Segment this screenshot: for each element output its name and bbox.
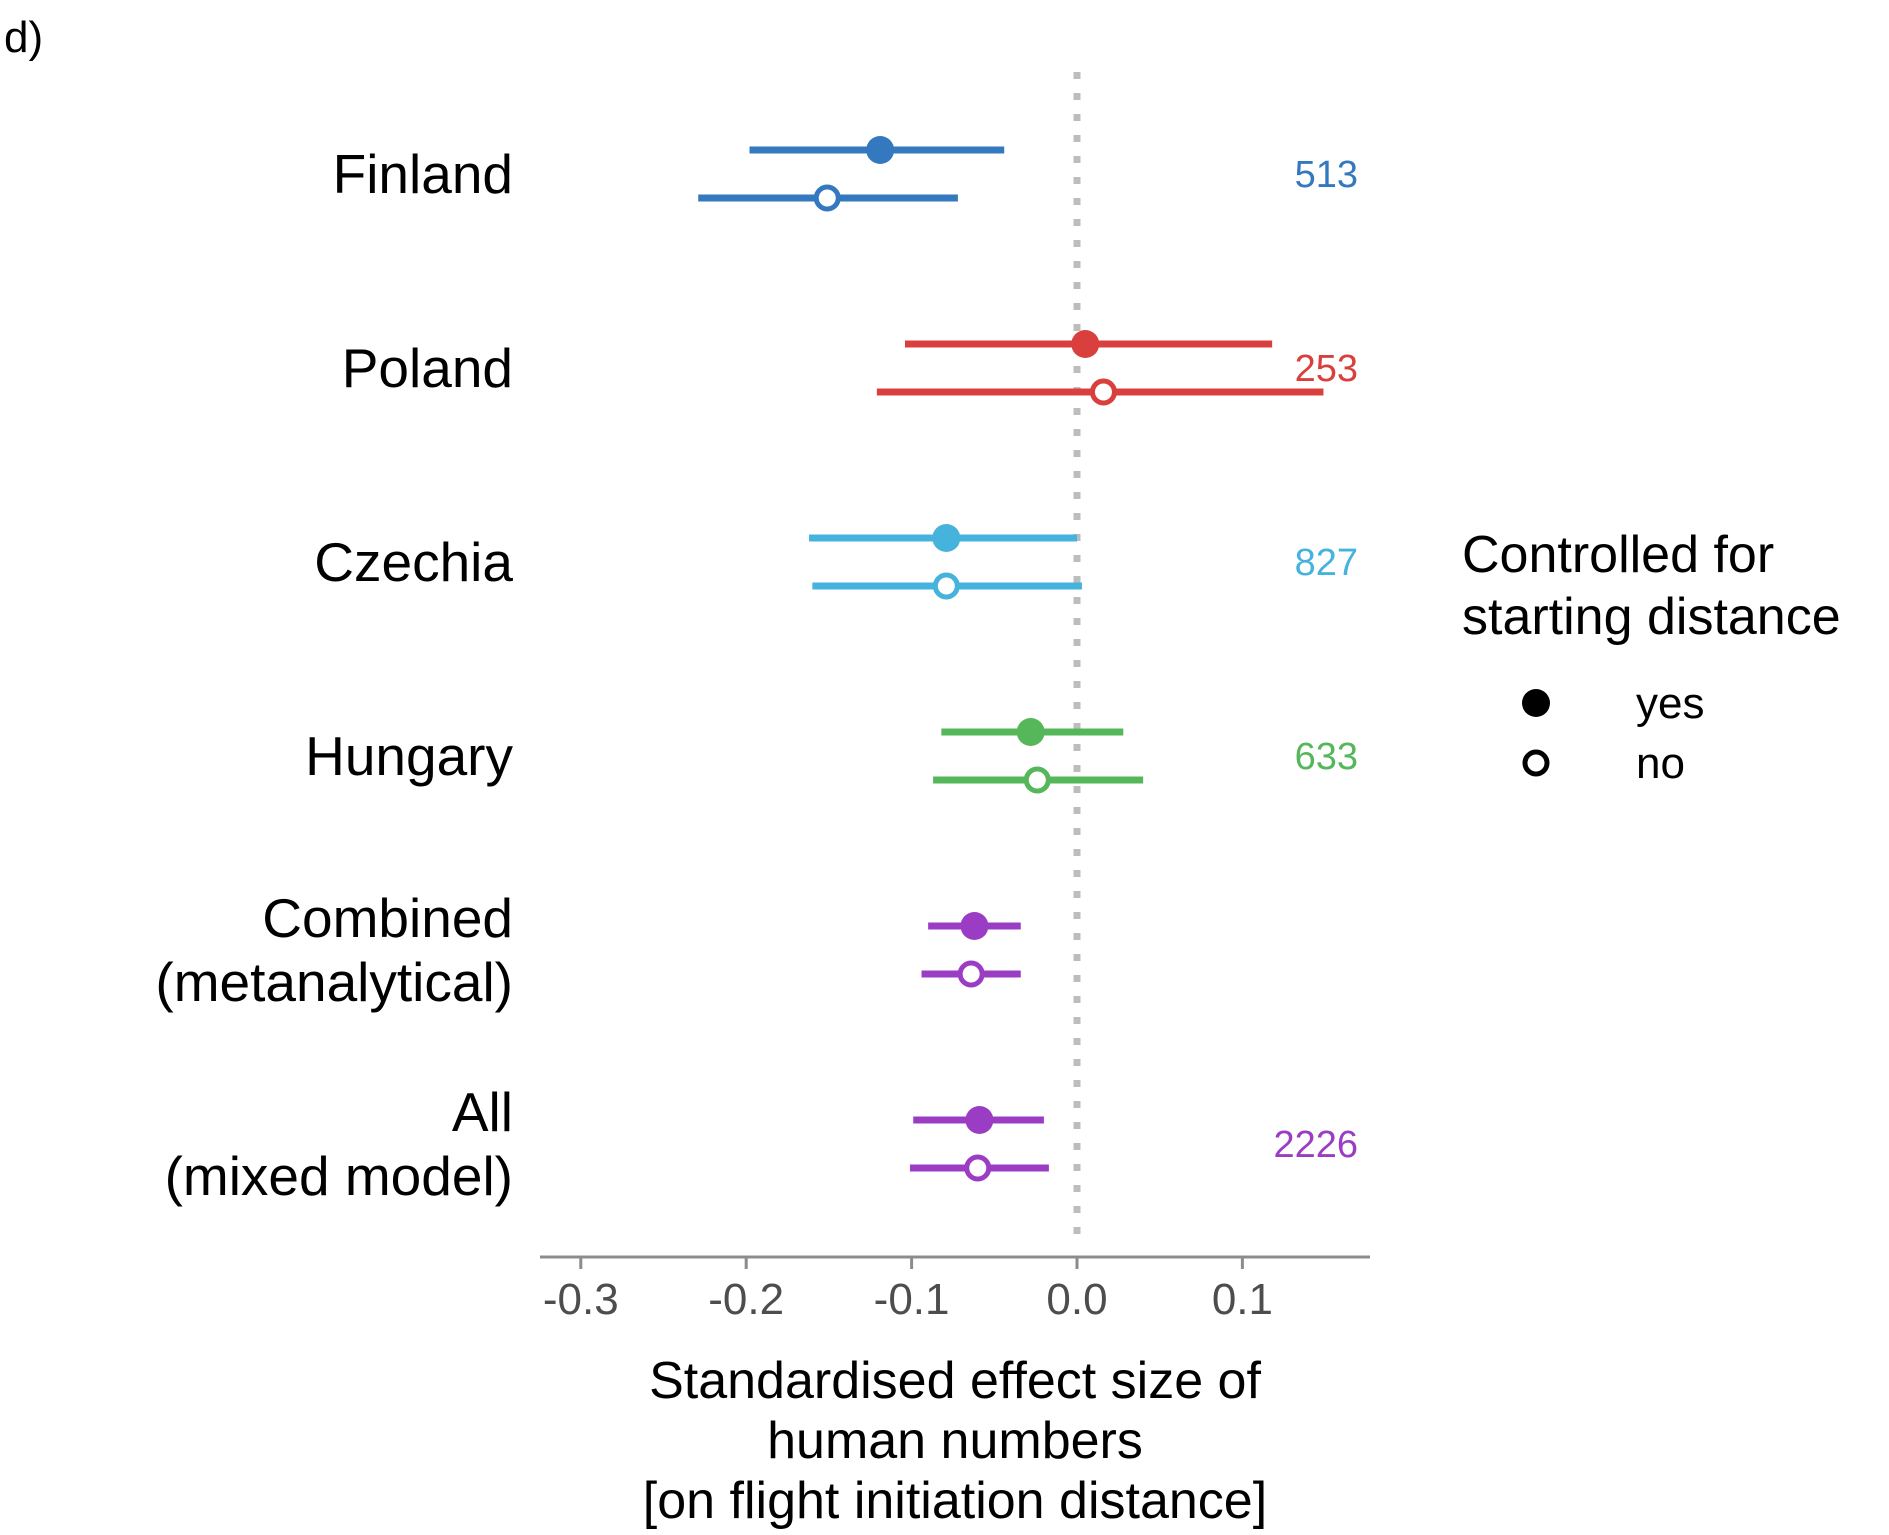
x-axis-title: Standardised effect size of [649, 1352, 1261, 1410]
point-estimate-no [964, 1154, 992, 1182]
legend-title: Controlled for [1462, 526, 1774, 584]
row-finland: Finland 513 [333, 136, 1358, 212]
row-combined: Combined(metanalytical) [155, 887, 1021, 1013]
x-tick-label: -0.2 [708, 1275, 784, 1324]
x-tick-label: 0.0 [1046, 1275, 1107, 1324]
point-estimate-no [932, 572, 960, 600]
sample-size-label: 827 [1295, 542, 1358, 584]
x-tick-label: -0.1 [874, 1275, 950, 1324]
point-estimate-yes [1016, 718, 1045, 746]
category-label: Hungary [305, 725, 513, 787]
sample-size-label: 633 [1295, 736, 1358, 778]
point-estimate-yes [866, 136, 895, 164]
plot-area: Finland 513 Poland 253 Czechia 827 Hungary 633 C… [155, 72, 1358, 1245]
category-label: Czechia [314, 531, 513, 593]
panel-label: d) [4, 13, 43, 62]
row-czechia: Czechia 827 [314, 524, 1358, 600]
x-tick-label: 0.1 [1212, 1275, 1273, 1324]
x-tick-label: -0.3 [543, 1275, 619, 1324]
x-axis-title: human numbers [767, 1412, 1143, 1470]
point-estimate-no [1089, 378, 1117, 406]
sample-size-label: 513 [1295, 154, 1358, 196]
category-label: Finland [333, 143, 513, 205]
category-label: (metanalytical) [155, 951, 513, 1013]
legend-label: yes [1636, 679, 1704, 728]
category-label: All [452, 1081, 513, 1143]
sample-size-label: 253 [1295, 348, 1358, 390]
legend-key-open [1522, 749, 1550, 777]
row-all: All(mixed model) 2226 [165, 1081, 1358, 1207]
row-poland: Poland 253 [342, 330, 1358, 406]
legend-key-filled [1522, 689, 1550, 717]
point-estimate-no [957, 960, 985, 988]
sample-size-label: 2226 [1273, 1124, 1358, 1166]
point-estimate-yes [932, 524, 961, 552]
legend-title: starting distance [1462, 588, 1841, 646]
category-label: Combined [262, 887, 513, 949]
point-estimate-yes [960, 912, 989, 940]
category-label: Poland [342, 337, 513, 399]
row-hungary: Hungary 633 [305, 718, 1358, 794]
point-estimate-no [1023, 766, 1051, 794]
x-axis: -0.3 -0.2 -0.1 0.0 0.1 Standardised effect si… [540, 1255, 1370, 1530]
point-estimate-yes [1071, 330, 1100, 358]
category-label: (mixed model) [165, 1145, 513, 1207]
point-estimate-yes [965, 1106, 994, 1134]
point-estimate-no [813, 184, 841, 212]
x-axis-title: [on flight initiation distance] [643, 1472, 1267, 1530]
legend-label: no [1636, 739, 1685, 788]
